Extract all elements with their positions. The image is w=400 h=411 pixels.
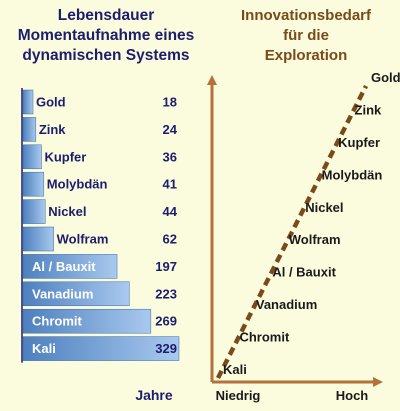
bar-label-molybdän: Molybdän <box>47 177 108 192</box>
bar-value-wolfram: 62 <box>163 232 177 247</box>
bar-label-chromit: Chromit <box>32 314 83 329</box>
bar-label-nickel: Nickel <box>48 204 86 219</box>
right-title-line-3: Exploration <box>264 47 348 64</box>
metal-label-al-bauxit: Al / Bauxit <box>272 265 336 280</box>
left-title-line-2: Momentaufnahme eines <box>17 27 195 44</box>
bar-value-chromit: 269 <box>155 314 177 329</box>
bar-label-vanadium: Vanadium <box>32 286 93 301</box>
right-title-line-2: für die <box>283 27 329 44</box>
left-title-line-3: dynamischen Systems <box>22 47 190 64</box>
right-innovation-chart: Kali Chromit Vanadium Al / Bauxit Wolfram Nic… <box>207 70 400 403</box>
innovation-trend-dashed-line <box>215 84 369 380</box>
x-tick-low: Niedrig <box>216 388 261 403</box>
bar-molybdän <box>22 171 45 197</box>
metal-label-wolfram: Wolfram <box>289 232 341 247</box>
bar-al-bauxit <box>22 254 118 279</box>
bar-label-kupfer: Kupfer <box>44 149 86 164</box>
bar-nickel <box>22 199 46 224</box>
bar-kupfer <box>22 144 42 170</box>
left-title-line-1: Lebensdauer <box>57 7 155 24</box>
bar-value-zink: 24 <box>163 122 178 137</box>
bar-label-wolfram: Wolfram <box>57 232 109 247</box>
bar-label-zink: Zink <box>39 122 66 137</box>
right-title-line-1: Innovationsbedarf <box>240 7 371 24</box>
left-axis-unit-label: Jahre <box>135 387 173 403</box>
bar-value-kupfer: 36 <box>163 149 177 164</box>
metal-label-nickel: Nickel <box>305 200 343 215</box>
bar-zink <box>22 117 37 142</box>
right-chart-title: Innovationsbedarf für die Exploration <box>212 6 400 66</box>
bar-value-gold: 18 <box>163 95 177 110</box>
bar-value-nickel: 44 <box>163 204 178 219</box>
bar-kali <box>22 336 180 361</box>
bar-value-vanadium: 223 <box>155 286 177 301</box>
left-chart-title: Lebensdauer Momentaufnahme eines dynamis… <box>0 6 212 66</box>
bar-value-al-bauxit: 197 <box>155 259 177 274</box>
bar-chromit <box>22 308 152 334</box>
metal-label-gold: Gold <box>371 70 400 85</box>
bar-label-al-bauxit: Al / Bauxit <box>32 259 96 274</box>
bar-gold <box>22 89 34 115</box>
metal-label-zink: Zink <box>355 102 382 117</box>
metal-label-vanadium: Vanadium <box>256 297 317 312</box>
metal-label-molybdän: Molybdän <box>322 167 383 182</box>
x-tick-high: Hoch <box>336 388 369 403</box>
bar-label-kali: Kali <box>32 341 56 356</box>
metal-label-kali: Kali <box>223 362 247 377</box>
bar-vanadium <box>22 281 130 307</box>
bar-value-kali: 329 <box>155 341 177 356</box>
metal-label-chromit: Chromit <box>239 330 290 345</box>
bar-value-molybdän: 41 <box>163 177 177 192</box>
bar-wolfram <box>22 226 54 252</box>
metal-label-kupfer: Kupfer <box>338 135 380 150</box>
left-bar-chart: Gold 18 Zink 24 Kupfer 36 Molybdän 41 Nickel 44 Wo… <box>21 88 180 403</box>
bar-label-gold: Gold <box>36 95 66 110</box>
